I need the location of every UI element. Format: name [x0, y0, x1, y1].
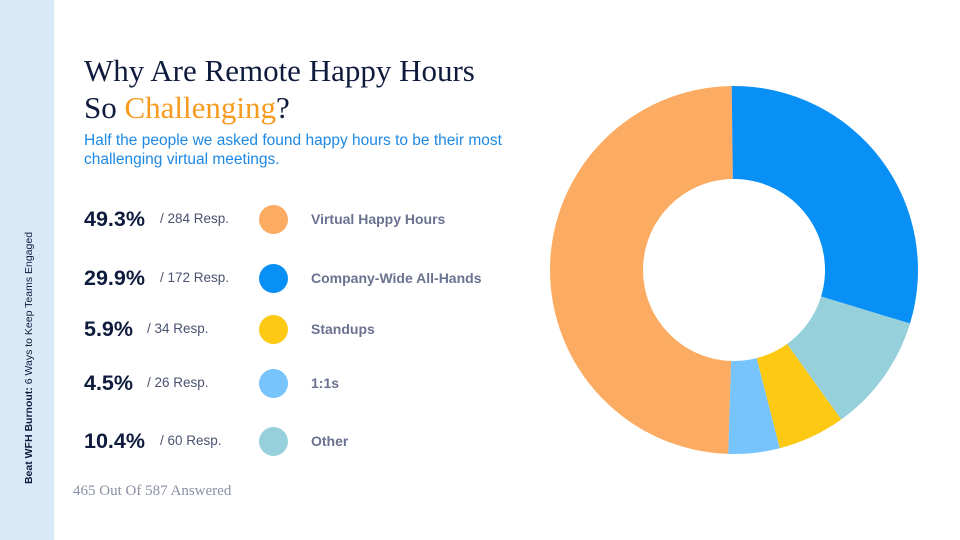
title-accent: Challenging [124, 90, 277, 125]
donut-slice-1-1s [728, 358, 780, 455]
title-line2-suffix: ? [276, 90, 290, 125]
legend-percent-other: 10.4% [84, 429, 145, 453]
title-line1: Why Are Remote Happy Hours [84, 53, 475, 88]
legend-responses-one-on-ones: / 26 Resp. [147, 375, 209, 390]
donut-chart [549, 86, 918, 455]
legend-responses-all-hands: / 172 Resp. [160, 270, 230, 285]
page-title: Why Are Remote Happy Hours So Challengin… [84, 52, 475, 126]
legend-label-standups: Standups [311, 321, 375, 337]
legend-responses-other: / 60 Resp. [160, 433, 222, 448]
legend-swatch-standups [259, 315, 288, 344]
side-strip: Beat WFH Burnout: 6 Ways to Keep Teams E… [0, 0, 54, 540]
donut-slice-other [787, 296, 911, 420]
legend-percent-one-on-ones: 4.5% [84, 371, 134, 395]
legend-percent-standups: 5.9% [84, 317, 134, 341]
legend-swatch-other [259, 427, 288, 456]
answered-count: 465 Out Of 587 Answered [73, 483, 232, 499]
title-line2-prefix: So [84, 90, 125, 125]
legend-percent-all-hands: 29.9% [84, 266, 145, 290]
legend-label-other: Other [311, 433, 349, 449]
legend-swatch-all-hands [259, 264, 288, 293]
legend-label-one-on-ones: 1:1s [311, 375, 340, 391]
side-caption: Beat WFH Burnout: 6 Ways to Keep Teams E… [23, 232, 35, 484]
legend-percent-virtual-happy-hours: 49.3% [84, 207, 145, 231]
legend-swatch-one-on-ones [259, 369, 288, 398]
legend-label-all-hands: Company-Wide All-Hands [311, 270, 482, 286]
legend-responses-virtual-happy-hours: / 284 Resp. [160, 211, 230, 226]
side-caption-brand: Beat WFH Burnout: [23, 387, 35, 485]
donut-slice-company-wide-all-hands [731, 86, 918, 324]
donut-slice-standups [756, 343, 842, 449]
side-caption-rest: 6 Ways to Keep Teams Engaged [23, 231, 35, 388]
legend-responses-standups: / 34 Resp. [147, 321, 209, 336]
donut-slice-virtual-happy-hours [549, 86, 733, 454]
legend-label-virtual-happy-hours: Virtual Happy Hours [311, 211, 446, 227]
legend-swatch-virtual-happy-hours [259, 205, 288, 234]
subtitle: Half the people we asked found happy hou… [84, 132, 502, 168]
